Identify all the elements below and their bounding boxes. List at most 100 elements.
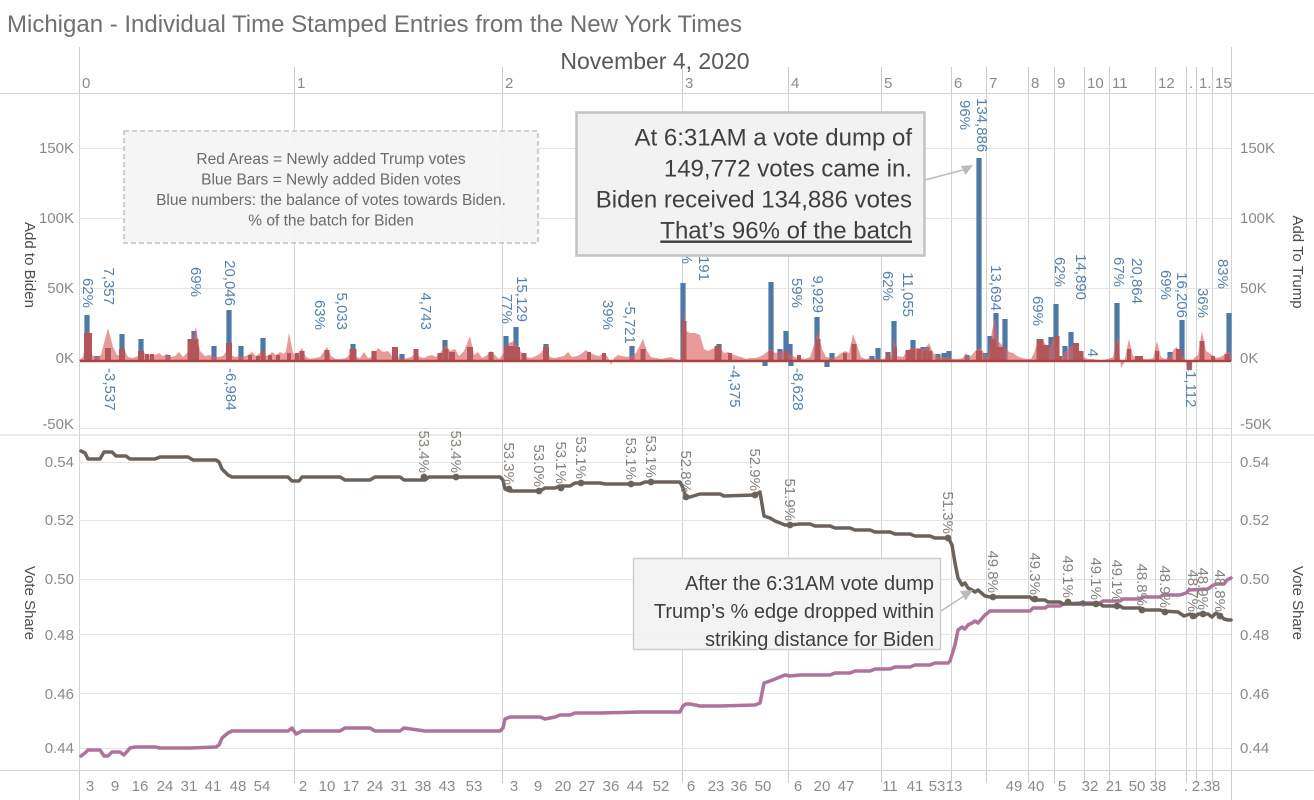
svg-text:53.1%: 53.1% <box>552 441 569 484</box>
svg-text:9: 9 <box>111 778 119 795</box>
svg-text:0.52: 0.52 <box>1240 512 1269 529</box>
svg-text:0.54: 0.54 <box>45 454 74 471</box>
svg-text:After the 6:31AM vote dump: After the 6:31AM vote dump <box>685 573 934 595</box>
svg-text:24: 24 <box>367 778 384 795</box>
svg-text:5: 5 <box>884 75 892 92</box>
svg-text:-5,721: -5,721 <box>621 301 638 344</box>
svg-text:13: 13 <box>946 778 963 795</box>
svg-text:52.9%: 52.9% <box>746 448 763 491</box>
svg-text:1: 1 <box>297 75 305 92</box>
svg-text:7,357: 7,357 <box>100 267 117 305</box>
svg-text:5,033: 5,033 <box>333 292 350 330</box>
svg-text:6: 6 <box>954 75 962 92</box>
svg-text:0K: 0K <box>1240 350 1258 367</box>
svg-text:-4,375: -4,375 <box>726 365 743 408</box>
svg-text:15: 15 <box>1215 75 1232 92</box>
svg-text:47: 47 <box>838 778 855 795</box>
svg-text:49.1%: 49.1% <box>1108 559 1125 602</box>
svg-text:36: 36 <box>603 778 620 795</box>
svg-text:53.1%: 53.1% <box>572 436 589 479</box>
svg-text:49.1%: 49.1% <box>1059 555 1076 598</box>
svg-text:32: 32 <box>1082 778 1099 795</box>
svg-text:0.46: 0.46 <box>1240 686 1269 703</box>
svg-text:9: 9 <box>534 778 542 795</box>
svg-text:23: 23 <box>708 778 725 795</box>
svg-text:40: 40 <box>1028 778 1045 795</box>
svg-text:0: 0 <box>82 75 90 92</box>
svg-text:69%: 69% <box>1157 270 1174 300</box>
svg-text:48: 48 <box>230 778 247 795</box>
svg-text:Add to Biden: Add to Biden <box>21 222 38 308</box>
svg-text:53.0%: 53.0% <box>530 444 547 487</box>
svg-text:4: 4 <box>791 75 799 92</box>
svg-text:53.1%: 53.1% <box>622 437 639 480</box>
svg-text:50K: 50K <box>1240 280 1267 297</box>
svg-text:11: 11 <box>1112 75 1128 92</box>
svg-text:62%: 62% <box>79 278 96 308</box>
svg-text:At 6:31AM a vote dump of: At 6:31AM a vote dump of <box>635 125 913 152</box>
svg-text:11,055: 11,055 <box>899 272 916 317</box>
svg-text:48.7%: 48.7% <box>1184 569 1201 612</box>
svg-text:69%: 69% <box>1029 296 1046 326</box>
svg-text:3: 3 <box>510 778 518 795</box>
svg-text:9,929: 9,929 <box>809 275 826 313</box>
svg-text:21: 21 <box>1106 778 1123 795</box>
svg-text:Red Areas = Newly added Trump: Red Areas = Newly added Trump votes <box>196 151 465 168</box>
svg-text:49: 49 <box>1006 778 1023 795</box>
svg-text:0.48: 0.48 <box>45 627 74 644</box>
svg-text:2.: 2. <box>1192 778 1205 795</box>
svg-text:62%: 62% <box>1051 257 1068 287</box>
svg-text:0.50: 0.50 <box>45 571 74 588</box>
svg-text:0.48: 0.48 <box>1240 627 1269 644</box>
svg-text:17: 17 <box>343 778 360 795</box>
svg-text:77%: 77% <box>498 294 515 324</box>
svg-text:36%: 36% <box>1194 288 1211 318</box>
svg-text:54: 54 <box>254 778 271 795</box>
svg-text:50: 50 <box>1129 778 1146 795</box>
svg-text:striking distance for Biden: striking distance for Biden <box>705 629 934 651</box>
svg-text:5: 5 <box>1058 778 1066 795</box>
svg-text:49.8%: 49.8% <box>984 550 1001 593</box>
svg-text:20: 20 <box>555 778 572 795</box>
svg-text:-8,628: -8,628 <box>789 368 806 411</box>
svg-text:39%: 39% <box>599 300 616 330</box>
svg-text:10: 10 <box>1087 75 1104 92</box>
svg-text:Vote Share: Vote Share <box>21 566 38 640</box>
svg-text:15,129: 15,129 <box>513 276 530 322</box>
svg-text:9: 9 <box>1057 75 1065 92</box>
svg-text:4,743: 4,743 <box>417 292 434 330</box>
svg-text:83%: 83% <box>1214 259 1231 289</box>
svg-text:48.9%: 48.9% <box>1156 565 1173 608</box>
svg-text:134,886: 134,886 <box>973 98 990 152</box>
svg-text:100K: 100K <box>39 210 74 227</box>
svg-text:Michigan - Individual Time Sta: Michigan - Individual Time Stamped Entri… <box>7 11 742 38</box>
svg-text:16: 16 <box>132 778 149 795</box>
svg-text:0.52: 0.52 <box>45 512 74 529</box>
svg-text:12: 12 <box>1158 75 1175 92</box>
svg-text:150K: 150K <box>1240 140 1275 157</box>
svg-text:31: 31 <box>181 778 198 795</box>
svg-text:52.8%: 52.8% <box>677 450 694 493</box>
svg-text:150K: 150K <box>39 140 74 157</box>
svg-text:20: 20 <box>814 778 831 795</box>
svg-text:49.1%: 49.1% <box>1087 557 1104 600</box>
svg-text:6: 6 <box>794 778 802 795</box>
svg-text:0.50: 0.50 <box>1240 571 1269 588</box>
svg-text:20,046: 20,046 <box>221 260 238 306</box>
svg-text:38: 38 <box>415 778 432 795</box>
svg-text:53.4%: 53.4% <box>447 430 464 473</box>
svg-text:.: . <box>1184 778 1188 795</box>
svg-text:-6,984: -6,984 <box>222 368 239 411</box>
svg-text:69%: 69% <box>187 267 204 297</box>
svg-text:62%: 62% <box>879 271 896 301</box>
svg-text:38: 38 <box>1150 778 1167 795</box>
svg-text:0K: 0K <box>56 350 74 367</box>
svg-text:0.46: 0.46 <box>45 686 74 703</box>
svg-text:51.9%: 51.9% <box>781 478 798 521</box>
svg-text:That’s 96% of the batch: That’s 96% of the batch <box>660 218 912 245</box>
svg-text:% of the batch for Biden: % of the batch for Biden <box>248 213 413 230</box>
svg-text:0.44: 0.44 <box>45 740 74 757</box>
svg-text:53: 53 <box>929 778 946 795</box>
svg-text:Add To Trump: Add To Trump <box>1289 215 1306 308</box>
svg-text:41: 41 <box>205 778 222 795</box>
